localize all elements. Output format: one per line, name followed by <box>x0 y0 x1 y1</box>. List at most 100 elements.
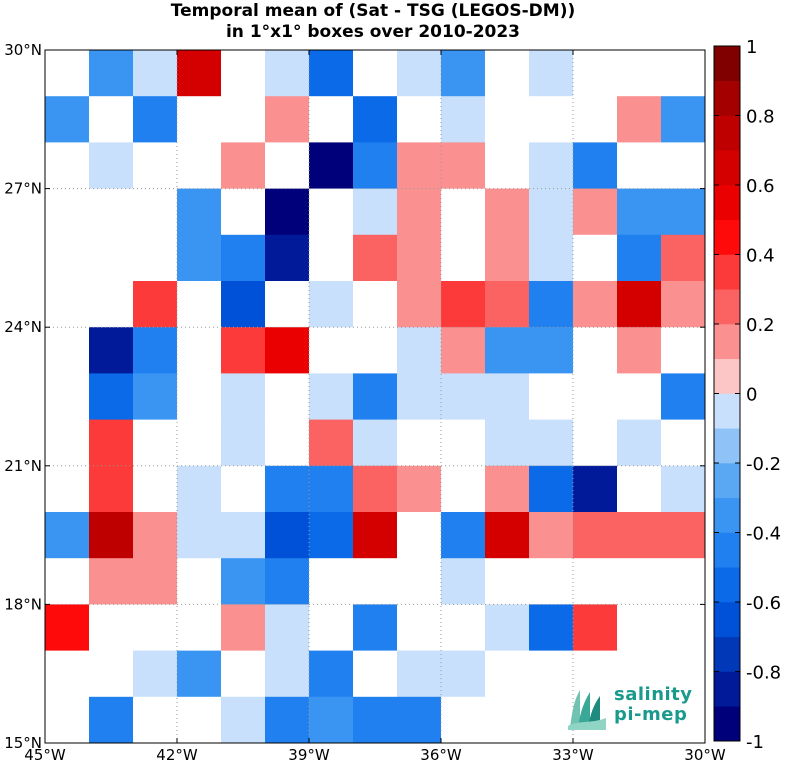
heatmap-cell <box>177 234 222 282</box>
heatmap-cell <box>441 650 486 698</box>
heatmap-cell <box>617 604 662 651</box>
heatmap-cell <box>89 234 134 282</box>
heatmap-cell <box>89 419 134 467</box>
heatmap-cell <box>309 650 354 698</box>
heatmap-cell <box>397 188 442 236</box>
heatmap-cell <box>441 50 486 97</box>
heatmap-cell <box>529 512 574 559</box>
heatmap-cell <box>133 142 178 189</box>
heatmap-cell <box>353 604 398 651</box>
heatmap-cell <box>441 234 486 282</box>
colorbar-segment <box>714 602 740 638</box>
x-tick-label: 45°W <box>24 746 66 763</box>
heatmap-cell <box>221 50 266 97</box>
heatmap-cell <box>617 512 662 559</box>
heatmap-cell <box>485 558 530 605</box>
heatmap-cell <box>617 373 662 420</box>
heatmap-cell <box>133 419 178 467</box>
heatmap-cell <box>133 465 178 513</box>
heatmap-cell <box>133 558 178 605</box>
colorbar-segment <box>714 567 740 603</box>
heatmap-cell <box>397 96 442 143</box>
heatmap-cell <box>573 327 618 374</box>
heatmap-cell <box>529 558 574 605</box>
heatmap-cell <box>661 419 706 467</box>
heatmap-cell <box>309 50 354 97</box>
heatmap-cell <box>529 142 574 189</box>
heatmap-cell <box>89 465 134 513</box>
heatmap-cell <box>617 234 662 282</box>
heatmap-cell <box>397 558 442 605</box>
colorbar-tick-label: 0.6 <box>746 176 775 197</box>
heatmap-cell <box>529 650 574 698</box>
heatmap-cell <box>661 604 706 651</box>
colorbar-segment <box>714 393 740 429</box>
heatmap-cell <box>265 96 310 143</box>
heatmap-cell <box>221 465 266 513</box>
heatmap-cell <box>177 558 222 605</box>
heatmap-cell <box>177 188 222 236</box>
heatmap-cell <box>353 419 398 467</box>
colorbar-segment <box>714 358 740 394</box>
heatmap-cell <box>485 234 530 282</box>
heatmap-cell <box>45 50 90 97</box>
heatmap-cell <box>353 50 398 97</box>
heatmap-cell <box>177 373 222 420</box>
heatmap-cell <box>265 188 310 236</box>
heatmap-cell <box>485 465 530 513</box>
heatmap-cell <box>221 604 266 651</box>
heatmap-cell <box>529 327 574 374</box>
salinity-pi-mep-logo: salinity pi-mep <box>566 682 696 732</box>
heatmap-cell <box>309 142 354 189</box>
heatmap-cell <box>529 465 574 513</box>
colorbar-segment <box>714 185 740 221</box>
heatmap-cell <box>89 373 134 420</box>
heatmap-cell <box>661 281 706 328</box>
heatmap-cell <box>265 604 310 651</box>
heatmap-cell <box>309 327 354 374</box>
colorbar-tick-label: -0.6 <box>746 593 781 614</box>
heatmap-cell <box>133 696 178 744</box>
heatmap-cell <box>573 188 618 236</box>
x-tick-label: 36°W <box>420 746 462 763</box>
heatmap-cell <box>133 327 178 374</box>
heatmap-cell <box>397 419 442 467</box>
heatmap-cell <box>485 142 530 189</box>
heatmap-cell <box>441 512 486 559</box>
heatmap-cell <box>89 327 134 374</box>
heatmap-cell <box>353 650 398 698</box>
heatmap-cell <box>617 696 662 744</box>
heatmap-cell <box>441 465 486 513</box>
heatmap-cell <box>309 373 354 420</box>
heatmap-cell <box>45 419 90 467</box>
heatmap-cell <box>133 234 178 282</box>
heatmap-cell <box>661 512 706 559</box>
colorbar-tick-label: 0.4 <box>746 246 775 267</box>
colorbar-tick-label: 0.8 <box>746 107 775 128</box>
heatmap-cell <box>617 419 662 467</box>
heatmap-cell <box>89 188 134 236</box>
heatmap-cell <box>45 512 90 559</box>
heatmap-cell <box>45 465 90 513</box>
heatmap-cell <box>441 373 486 420</box>
heatmap-cell <box>397 650 442 698</box>
heatmap-cell <box>617 465 662 513</box>
colorbar-tick-label: -0.4 <box>746 524 781 545</box>
heatmap-cell <box>573 281 618 328</box>
logo-text-pi-mep: pi-mep <box>614 704 688 725</box>
heatmap-cell <box>441 188 486 236</box>
heatmap-cell <box>441 281 486 328</box>
heatmap-cell <box>221 650 266 698</box>
heatmap-cell <box>529 188 574 236</box>
heatmap-cell <box>177 465 222 513</box>
heatmap-cell <box>221 558 266 605</box>
heatmap-cell <box>441 558 486 605</box>
heatmap-cell <box>573 142 618 189</box>
heatmap-cell <box>221 96 266 143</box>
heatmap-cell <box>397 373 442 420</box>
colorbar-segment <box>714 532 740 568</box>
heatmap-cell <box>397 512 442 559</box>
heatmap-cell <box>661 465 706 513</box>
heatmap-cell <box>529 696 574 744</box>
heatmap-cell <box>617 188 662 236</box>
